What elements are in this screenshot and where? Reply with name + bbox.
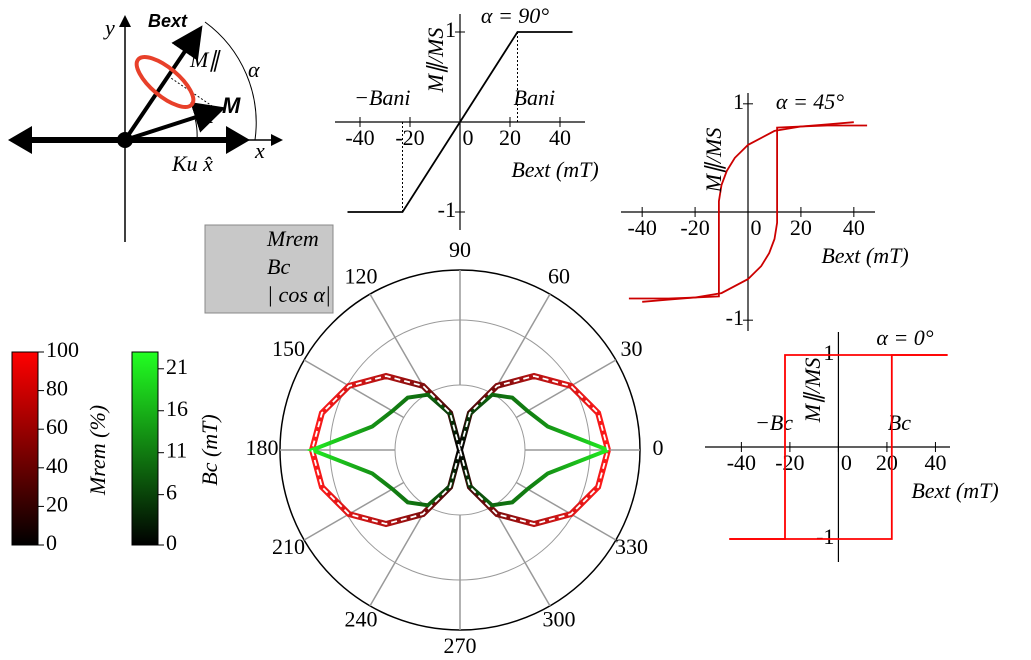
colorbar-tick-label: 0: [46, 530, 57, 555]
angle-tick-label: 90: [449, 237, 471, 262]
angle-tick-label: 240: [345, 607, 378, 632]
x-tick-label: -20: [775, 450, 804, 475]
y-tick-label: -1: [438, 197, 456, 222]
label-m: M: [222, 93, 241, 118]
angle-tick-label: 210: [272, 534, 305, 559]
x-tick-label: 0: [463, 125, 474, 150]
colorbar-tick-label: 80: [46, 376, 68, 401]
x-tick-label: 40: [549, 125, 571, 150]
figure: y x Bext M∥ α κ M Ku x̂ 0306090120150180…: [0, 0, 1031, 660]
colorbar-tick-label: 60: [46, 414, 68, 439]
chart-title: α = 90°: [481, 3, 549, 28]
colorbar: [132, 352, 158, 545]
y-tick-label: 1: [733, 89, 744, 114]
legend-label: | cos α|: [267, 282, 331, 307]
x-tick-label: 20: [876, 450, 898, 475]
colorbar-tick-label: 11: [166, 438, 187, 463]
schematic: y x Bext M∥ α κ M Ku x̂: [8, 11, 280, 242]
annotation: −Bc: [755, 410, 793, 435]
colorbar-tick-label: 16: [166, 396, 188, 421]
label-y: y: [103, 15, 115, 40]
label-b-ext: Bext: [148, 11, 188, 31]
angle-tick-label: 30: [620, 336, 642, 361]
x-tick-label: -40: [727, 450, 756, 475]
loop-curve: [629, 122, 854, 298]
angle-grid-line: [304, 483, 404, 541]
angle-grid-line: [516, 360, 616, 418]
colorbar-tick-label: 100: [46, 337, 79, 362]
x-tick-label: 40: [924, 450, 946, 475]
label-m-par: M∥: [189, 47, 221, 72]
x-tick-label: 20: [790, 215, 812, 240]
x-axis-label: Bext (mT): [821, 243, 908, 268]
angle-tick-label: 0: [653, 435, 664, 460]
annotation: Bani: [514, 85, 556, 110]
chart-title: α = 45°: [776, 89, 844, 114]
colorbar-tick-label: 21: [166, 354, 188, 379]
x-tick-label: 20: [499, 125, 521, 150]
x-tick-label: 40: [843, 215, 865, 240]
label-x: x: [254, 138, 265, 163]
annotation: −Bani: [354, 85, 410, 110]
x-tick-label: 0: [751, 215, 762, 240]
label-kappa: κ: [203, 103, 214, 128]
angle-tick-label: 60: [548, 264, 570, 289]
x-tick-label: -40: [345, 125, 374, 150]
label-ku: Ku x̂: [171, 151, 213, 176]
x-tick-label: -20: [680, 215, 709, 240]
colorbar-tick-label: 20: [46, 491, 68, 516]
chart-title: α = 0°: [876, 325, 933, 350]
x-tick-label: -40: [628, 215, 657, 240]
colorbar-tick-label: 0: [166, 530, 177, 555]
label-alpha: α: [248, 57, 260, 82]
y-axis-label: M∥/MS: [701, 128, 726, 194]
colorbar: [12, 352, 38, 545]
x-tick-label: -20: [395, 125, 424, 150]
x-axis-label: Bext (mT): [911, 478, 998, 503]
x-tick-label: 0: [841, 450, 852, 475]
angle-tick-label: 120: [345, 264, 378, 289]
angle-grid-line: [304, 360, 404, 418]
angle-tick-label: 330: [615, 534, 648, 559]
colorbar-tick-label: 6: [166, 480, 177, 505]
angle-tick-label: 150: [272, 336, 305, 361]
colorbar-label: Bc (mT): [197, 414, 222, 485]
colorbar-label: Mrem (%): [85, 405, 110, 496]
x-axis-label: Bext (mT): [511, 157, 598, 182]
y-tick-label: -1: [816, 524, 834, 549]
loop-curve: [642, 126, 867, 302]
legend-label: Mrem: [266, 226, 319, 251]
angle-tick-label: 180: [246, 435, 279, 460]
angle-grid-line: [516, 483, 616, 541]
angle-tick-label: 270: [444, 633, 477, 658]
y-tick-label: -1: [726, 305, 744, 330]
y-tick-label: 1: [823, 340, 834, 365]
colorbar-tick-label: 40: [46, 453, 68, 478]
y-axis-label: M∥/MS: [423, 28, 448, 94]
legend-label: Bc: [267, 254, 290, 279]
kappa-arc: [195, 118, 197, 140]
angle-tick-label: 300: [543, 607, 576, 632]
y-axis-label: M∥/MS: [800, 358, 825, 424]
